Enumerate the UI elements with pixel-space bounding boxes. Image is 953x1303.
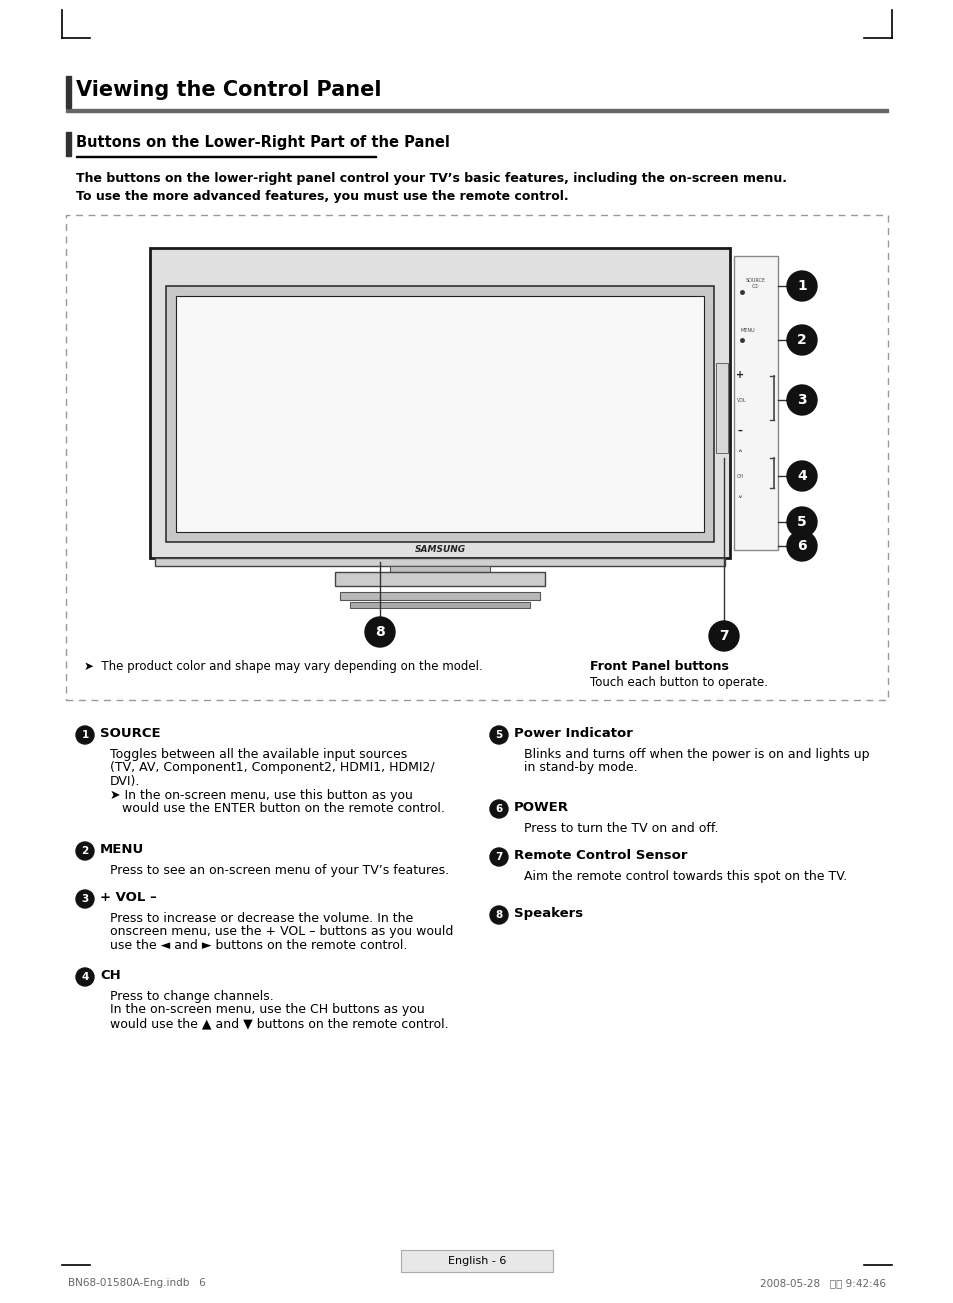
Text: VOL: VOL <box>737 397 746 403</box>
Circle shape <box>786 271 816 301</box>
Text: use the ◄ and ► buttons on the remote control.: use the ◄ and ► buttons on the remote co… <box>110 939 407 952</box>
Circle shape <box>76 890 94 908</box>
Bar <box>150 248 729 558</box>
Bar <box>390 566 490 576</box>
Text: Touch each button to operate.: Touch each button to operate. <box>589 676 767 689</box>
Text: Viewing the Control Panel: Viewing the Control Panel <box>76 79 381 100</box>
Text: Aim the remote control towards this spot on the TV.: Aim the remote control towards this spot… <box>523 870 846 883</box>
Bar <box>335 572 544 586</box>
Circle shape <box>76 842 94 860</box>
Text: 2: 2 <box>81 846 89 856</box>
Text: onscreen menu, use the + VOL – buttons as you would: onscreen menu, use the + VOL – buttons a… <box>110 925 453 938</box>
Text: would use the ENTER button on the remote control.: would use the ENTER button on the remote… <box>110 803 444 814</box>
Circle shape <box>786 507 816 537</box>
Bar <box>400 1250 553 1272</box>
Circle shape <box>76 726 94 744</box>
Text: 4: 4 <box>81 972 89 982</box>
Text: +: + <box>735 370 743 380</box>
Text: 8: 8 <box>375 625 384 638</box>
Text: Press to turn the TV on and off.: Press to turn the TV on and off. <box>523 822 718 835</box>
Text: 2: 2 <box>797 334 806 347</box>
Bar <box>76 155 375 156</box>
Text: –: – <box>737 426 741 437</box>
Text: ➤ In the on-screen menu, use this button as you: ➤ In the on-screen menu, use this button… <box>110 788 413 801</box>
Text: Blinks and turns off when the power is on and lights up: Blinks and turns off when the power is o… <box>523 748 868 761</box>
Text: 6: 6 <box>495 804 502 814</box>
Bar <box>166 285 713 542</box>
Text: 3: 3 <box>797 394 806 407</box>
Text: Buttons on the Lower-Right Part of the Panel: Buttons on the Lower-Right Part of the P… <box>76 136 450 150</box>
Bar <box>154 558 724 566</box>
Text: SAMSUNG: SAMSUNG <box>414 546 465 555</box>
Text: 8: 8 <box>495 909 502 920</box>
Text: DVI).: DVI). <box>110 775 140 788</box>
Text: MENU: MENU <box>100 843 144 856</box>
Bar <box>66 109 887 112</box>
Text: 4: 4 <box>797 469 806 483</box>
Bar <box>66 132 71 156</box>
Text: MENU: MENU <box>740 328 755 334</box>
Circle shape <box>490 906 507 924</box>
Text: in stand-by mode.: in stand-by mode. <box>523 761 637 774</box>
Text: + VOL –: + VOL – <box>100 891 156 904</box>
Text: 1: 1 <box>81 730 89 740</box>
Circle shape <box>76 968 94 986</box>
Text: Toggles between all the available input sources: Toggles between all the available input … <box>110 748 407 761</box>
Text: Speakers: Speakers <box>514 907 582 920</box>
Text: 5: 5 <box>797 515 806 529</box>
Text: Remote Control Sensor: Remote Control Sensor <box>514 850 687 863</box>
Text: 6: 6 <box>797 539 806 552</box>
Text: SOURCE
C☉: SOURCE C☉ <box>745 278 765 289</box>
Text: SOURCE: SOURCE <box>100 727 160 740</box>
Text: 3: 3 <box>81 894 89 904</box>
Text: would use the ▲ and ▼ buttons on the remote control.: would use the ▲ and ▼ buttons on the rem… <box>110 1018 448 1029</box>
Text: ➤  The product color and shape may vary depending on the model.: ➤ The product color and shape may vary d… <box>84 661 482 674</box>
Text: BN68-01580A-Eng.indb   6: BN68-01580A-Eng.indb 6 <box>68 1278 206 1287</box>
Bar <box>350 602 530 609</box>
Circle shape <box>490 726 507 744</box>
Text: The buttons on the lower-right panel control your TV’s basic features, including: The buttons on the lower-right panel con… <box>76 172 786 203</box>
Bar <box>716 364 727 453</box>
Bar <box>339 592 539 599</box>
Text: CH: CH <box>100 969 121 982</box>
Circle shape <box>786 384 816 414</box>
Circle shape <box>786 461 816 491</box>
Text: 7: 7 <box>719 629 728 642</box>
Text: ˅: ˅ <box>737 496 741 506</box>
Text: Press to see an on-screen menu of your TV’s features.: Press to see an on-screen menu of your T… <box>110 864 449 877</box>
Circle shape <box>365 618 395 648</box>
Circle shape <box>786 532 816 562</box>
Bar <box>66 76 71 108</box>
Text: POWER: POWER <box>514 801 568 814</box>
Text: 2008-05-28   오후 9:42:46: 2008-05-28 오후 9:42:46 <box>760 1278 885 1287</box>
Text: 1: 1 <box>797 279 806 293</box>
Text: ˄: ˄ <box>737 450 741 460</box>
Bar <box>733 255 778 550</box>
Text: CH: CH <box>737 474 743 480</box>
Text: (TV, AV, Component1, Component2, HDMI1, HDMI2/: (TV, AV, Component1, Component2, HDMI1, … <box>110 761 435 774</box>
Text: Press to increase or decrease the volume. In the: Press to increase or decrease the volume… <box>110 912 413 925</box>
Text: English - 6: English - 6 <box>447 1256 506 1267</box>
Circle shape <box>708 622 739 652</box>
Text: Front Panel buttons: Front Panel buttons <box>589 661 728 674</box>
Circle shape <box>490 848 507 866</box>
Text: 5: 5 <box>495 730 502 740</box>
Circle shape <box>786 324 816 354</box>
Text: Press to change channels.: Press to change channels. <box>110 990 274 1003</box>
Bar <box>175 296 703 532</box>
Text: In the on-screen menu, use the CH buttons as you: In the on-screen menu, use the CH button… <box>110 1003 424 1016</box>
Text: Power Indicator: Power Indicator <box>514 727 632 740</box>
Circle shape <box>490 800 507 818</box>
Text: 7: 7 <box>495 852 502 863</box>
